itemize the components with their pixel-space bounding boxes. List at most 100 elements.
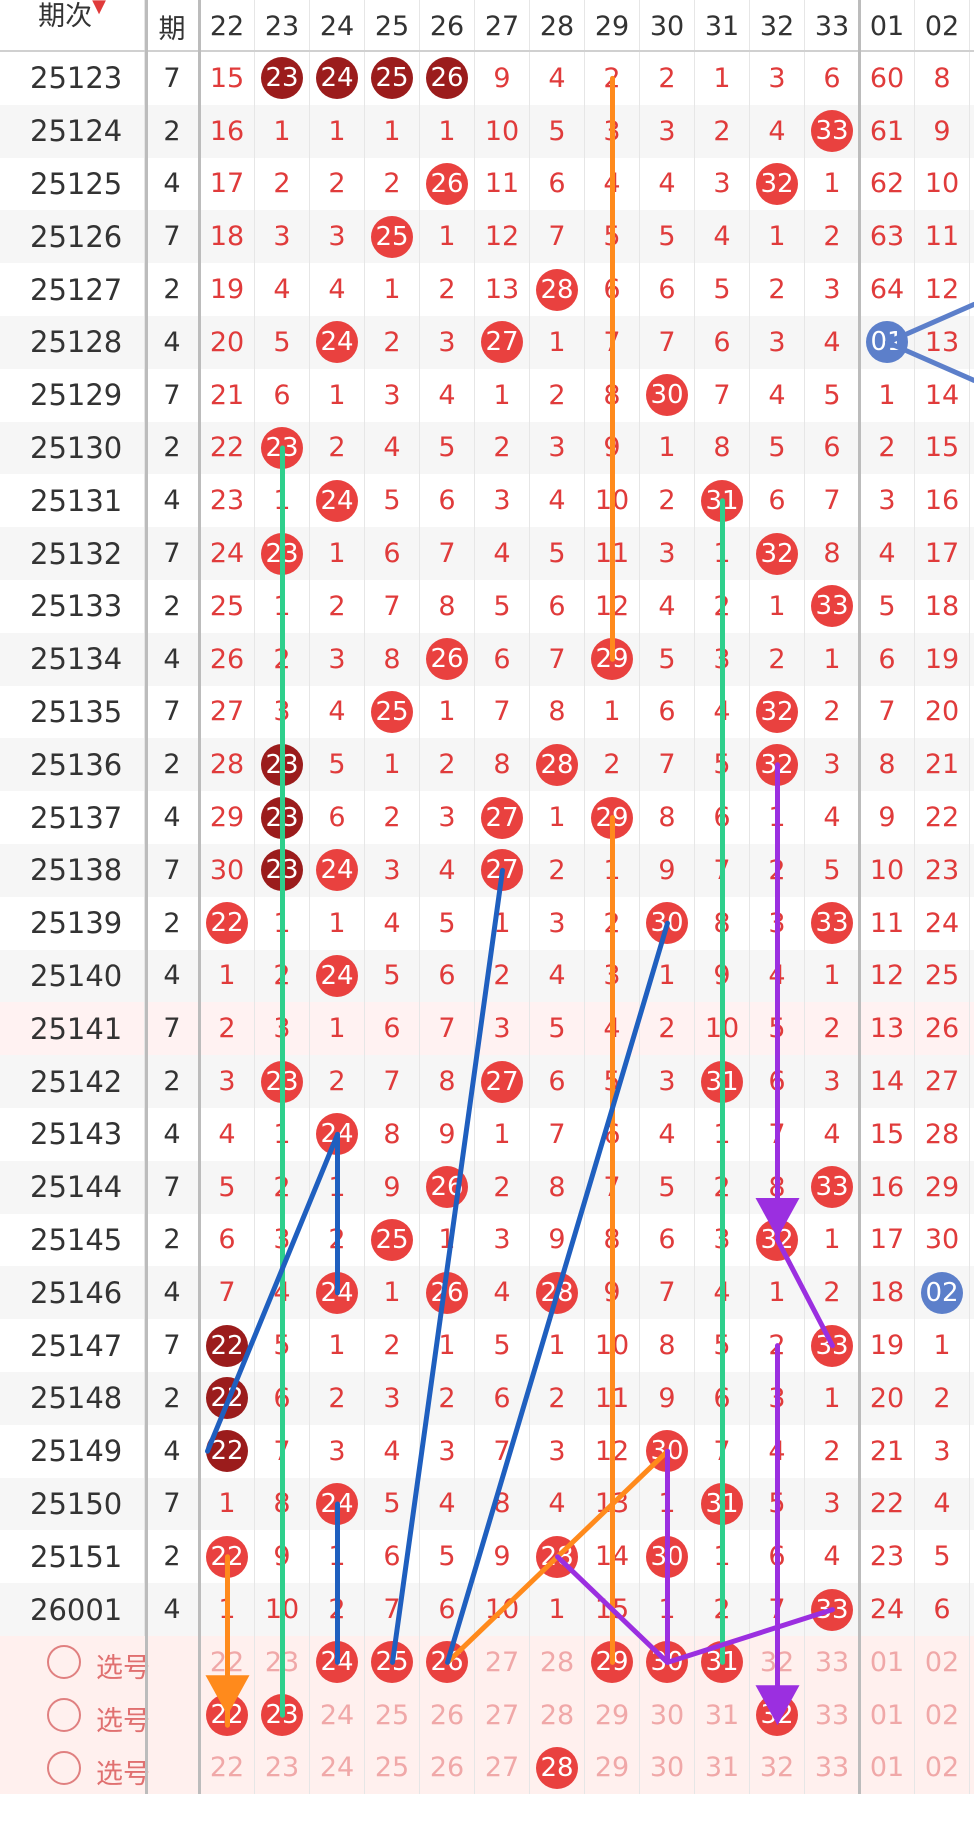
number-ball: 25	[371, 690, 413, 733]
select-cell: 01	[860, 1741, 915, 1795]
select-label[interactable]: 选号	[96, 1705, 150, 1737]
grid-cell: 1	[420, 685, 475, 739]
grid-cell: 1	[475, 1108, 530, 1161]
grid-cell: 2	[255, 949, 310, 1003]
grid-cell: 1	[420, 1213, 475, 1267]
grid-cell: 5	[530, 1002, 585, 1056]
select-cell: 02	[915, 1741, 970, 1795]
grid-cell: 26	[200, 632, 255, 686]
grid-cell: 4	[365, 896, 420, 950]
period-number: 25142	[0, 1055, 145, 1108]
sep-blue	[858, 0, 861, 1795]
select-label[interactable]: 选号	[96, 1653, 150, 1684]
grid-cell: 1	[640, 949, 695, 1003]
grid-cell: 9	[475, 52, 530, 105]
number-ball: 24	[316, 57, 358, 100]
grid-cell: 4	[695, 685, 750, 739]
grid-cell: 2	[640, 474, 695, 528]
grid-cell: 3	[750, 896, 805, 950]
grid-cell: 7	[640, 316, 695, 369]
grid-cell: 1	[805, 1372, 860, 1425]
grid-cell: 5	[585, 210, 640, 264]
select-radio[interactable]	[47, 1645, 81, 1679]
header-column-01: 01	[860, 0, 915, 52]
header-column-24: 24	[310, 0, 365, 52]
grid-cell: 8	[475, 1477, 530, 1531]
grid-cell: 28	[530, 263, 585, 316]
period-sub-value: 7	[145, 210, 200, 264]
grid-cell: 5	[365, 474, 420, 528]
grid-cell: 2	[365, 316, 420, 369]
grid-cell: 9	[860, 791, 915, 844]
grid-cell: 32	[750, 527, 805, 580]
select-cell: 31	[695, 1741, 750, 1795]
select-cell: 22	[200, 1636, 255, 1689]
grid-cell: 5	[805, 844, 860, 897]
grid-cell: 25	[365, 1213, 420, 1267]
period-number: 25135	[0, 685, 145, 739]
period-sub-value: 2	[145, 263, 200, 316]
number-ball: 30	[646, 1430, 688, 1473]
grid-cell: 6	[530, 1055, 585, 1108]
number-ball: 26	[426, 162, 468, 205]
grid-cell: 1	[695, 1108, 750, 1161]
grid-cell: 7	[475, 685, 530, 739]
grid-cell: 13	[475, 263, 530, 316]
grid-cell: 5	[585, 1055, 640, 1108]
grid-cell: 6	[805, 421, 860, 475]
grid-cell: 4	[365, 1424, 420, 1478]
grid-cell: 2	[585, 52, 640, 105]
select-cell: 24	[310, 1636, 365, 1689]
grid-cell: 23	[255, 421, 310, 475]
grid-cell: 5	[255, 316, 310, 369]
select-cell: 31	[695, 1688, 750, 1742]
grid-cell: 5	[200, 1160, 255, 1214]
grid-cell: 24	[310, 1266, 365, 1320]
select-radio[interactable]	[47, 1697, 81, 1732]
grid-cell: 24	[310, 844, 365, 897]
period-sub-value: 4	[145, 1108, 200, 1161]
number-ball: 25	[371, 1218, 413, 1261]
number-ball: 33	[811, 1166, 853, 1209]
grid-cell: 25	[365, 52, 420, 105]
grid-cell: 5	[805, 368, 860, 422]
period-number: 25129	[0, 368, 145, 422]
select-cell: 27	[475, 1636, 530, 1689]
grid-cell: 6	[860, 632, 915, 686]
grid-cell: 2	[640, 1002, 695, 1056]
number-ball: 26	[426, 1166, 468, 1209]
number-ball: 22	[206, 1535, 248, 1578]
period-number: 25151	[0, 1530, 145, 1584]
grid-cell: 22	[200, 1372, 255, 1425]
select-cell: 33	[805, 1636, 860, 1689]
grid-cell: 33	[805, 580, 860, 633]
grid-cell: 4	[750, 949, 805, 1003]
period-sub-value: 2	[145, 738, 200, 792]
grid-cell: 62	[860, 157, 915, 211]
grid-cell: 24	[915, 896, 970, 950]
header-column-29: 29	[585, 0, 640, 52]
grid-cell: 7	[585, 1160, 640, 1214]
select-cell: 26	[420, 1688, 475, 1742]
grid-cell: 11	[585, 1372, 640, 1425]
grid-cell: 12	[475, 210, 530, 264]
select-cell: 30	[640, 1741, 695, 1795]
grid-cell: 33	[805, 1583, 860, 1636]
grid-cell: 1	[805, 1213, 860, 1267]
select-radio[interactable]	[47, 1750, 81, 1785]
grid-cell: 2	[420, 1372, 475, 1425]
select-cell: 32	[750, 1636, 805, 1689]
grid-cell: 9	[365, 1160, 420, 1214]
number-ball: 22	[206, 902, 248, 945]
header-period-label[interactable]: 期次 ▼	[0, 0, 145, 52]
select-cell: 31	[695, 1636, 750, 1689]
number-ball: 23	[261, 532, 303, 575]
select-label[interactable]: 选号	[96, 1758, 150, 1790]
grid-cell: 3	[310, 1424, 365, 1478]
grid-cell: 29	[200, 791, 255, 844]
grid-cell: 1	[805, 949, 860, 1003]
sort-indicator-icon[interactable]: ▼	[92, 0, 106, 17]
grid-cell: 10	[585, 474, 640, 528]
grid-cell: 4	[530, 474, 585, 528]
grid-cell: 12	[860, 949, 915, 1003]
